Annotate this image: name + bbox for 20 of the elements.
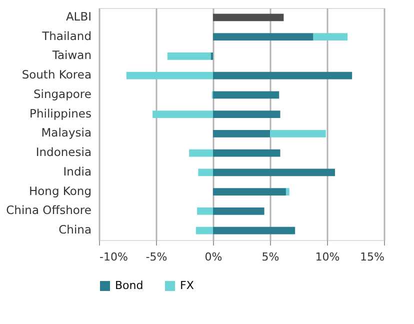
y-tick-label: ALBI [66,9,92,24]
y-tick-label: China Offshore [6,203,92,218]
y-tick-label: South Korea [22,68,92,82]
y-tick-label: Indonesia [36,145,92,160]
y-tick-label: Singapore [33,86,92,101]
y-tick-label: China [58,222,92,237]
y-tick-label: Hong Kong [28,184,92,198]
x-tick-label: -10% [100,250,128,264]
y-tick-label: Taiwan [51,48,92,62]
x-tick-label: 15% [360,250,384,264]
x-tick-label: 5% [262,250,280,264]
x-tick-label: 10% [315,250,340,264]
y-tick-label: Thailand [41,28,92,43]
legend-label: FX [180,279,194,292]
y-tick-label: India [63,164,92,178]
x-tick-label: -5% [146,250,168,264]
legend-label: Bond [115,279,144,292]
x-tick-label: 0% [204,250,222,264]
y-tick-label: Malaysia [41,126,92,140]
y-tick-label: Philippines [30,106,92,120]
